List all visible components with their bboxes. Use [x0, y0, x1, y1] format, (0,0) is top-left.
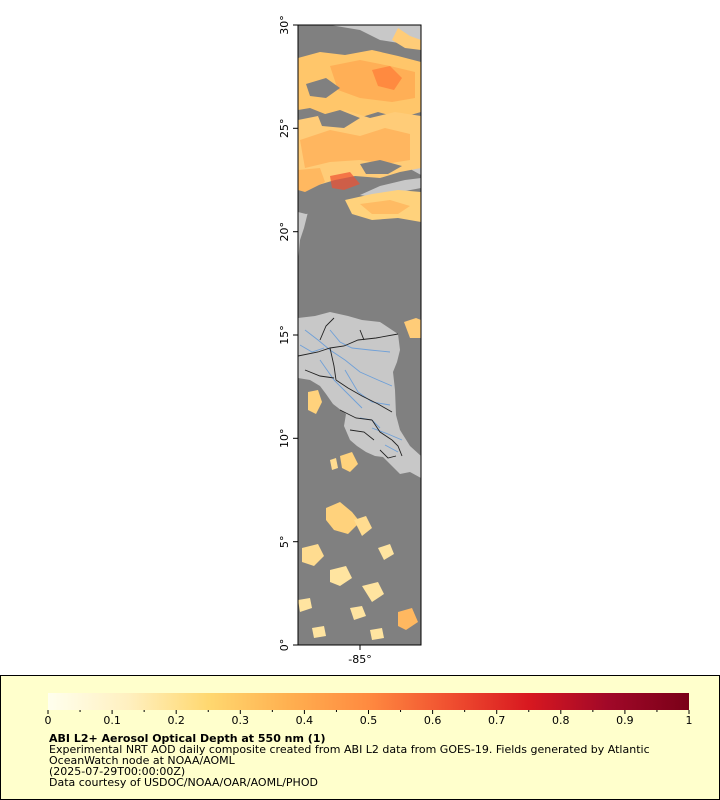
plume-gaps — [298, 78, 402, 214]
lat-axis: 0° 5° 10° 15° 20° 25° 30° — [278, 15, 298, 651]
lat-tick-label: 20° — [278, 222, 291, 242]
colorbar-tick-label: 0.8 — [552, 714, 570, 727]
colorbar-tick-label: 0.1 — [103, 714, 121, 727]
colorbar-tick-label: 0.4 — [296, 714, 314, 727]
lon-tick-label: -85° — [348, 653, 371, 666]
lat-tick-label: 30° — [278, 15, 291, 35]
aerosol-field — [298, 28, 421, 222]
aerosol-patches — [298, 318, 421, 640]
legend-panel: 0 0.1 0.2 0.3 0.4 0.5 0.6 0.7 0.8 0.9 1 … — [0, 675, 720, 800]
colorbar-ticks — [47, 710, 690, 714]
colorbar: 0 0.1 0.2 0.3 0.4 0.5 0.6 0.7 0.8 0.9 1 — [45, 693, 693, 727]
colorbar-tick-label: 0.2 — [167, 714, 185, 727]
colorbar-tick-label: 1 — [686, 714, 693, 727]
land-gulf-coast — [298, 25, 421, 46]
colorbar-tick-label: 0.3 — [232, 714, 250, 727]
lon-axis: -85° — [348, 645, 372, 666]
lat-tick-label: 25° — [278, 119, 291, 139]
lat-tick-label: 5° — [278, 535, 291, 548]
lat-tick-label: 15° — [278, 325, 291, 345]
colorbar-tick-label: 0.6 — [424, 714, 442, 727]
map-area: 0° 5° 10° 15° 20° 25° 30° -85° — [278, 15, 422, 666]
legend-description-line1: Experimental NRT AOD daily composite cre… — [49, 743, 650, 756]
legend-time: (2025-07-29T00:00:00Z) — [49, 765, 186, 778]
colorbar-gradient — [48, 693, 689, 710]
colorbar-tick-label: 0.5 — [360, 714, 378, 727]
lat-tick-marks — [293, 24, 298, 646]
land-cuba — [360, 178, 421, 198]
country-borders — [298, 317, 403, 459]
legend-title: ABI L2+ Aerosol Optical Depth at 550 nm … — [49, 732, 326, 745]
colorbar-labels: 0 0.1 0.2 0.3 0.4 0.5 0.6 0.7 0.8 0.9 1 — [45, 714, 693, 727]
aod-map: 0° 5° 10° 15° 20° 25° 30° -85° — [278, 15, 422, 666]
legend-description-line2: OceanWatch node at NOAA/AOML — [49, 754, 235, 767]
legend-credit: Data courtesy of USDOC/NOAA/OAR/AOML/PHO… — [49, 776, 318, 789]
lat-tick-label: 10° — [278, 429, 291, 449]
colorbar-tick-label: 0.9 — [616, 714, 634, 727]
colorbar-tick-label: 0.7 — [488, 714, 506, 727]
colorbar-tick-label: 0 — [45, 714, 52, 727]
lat-tick-label: 0° — [278, 639, 291, 652]
